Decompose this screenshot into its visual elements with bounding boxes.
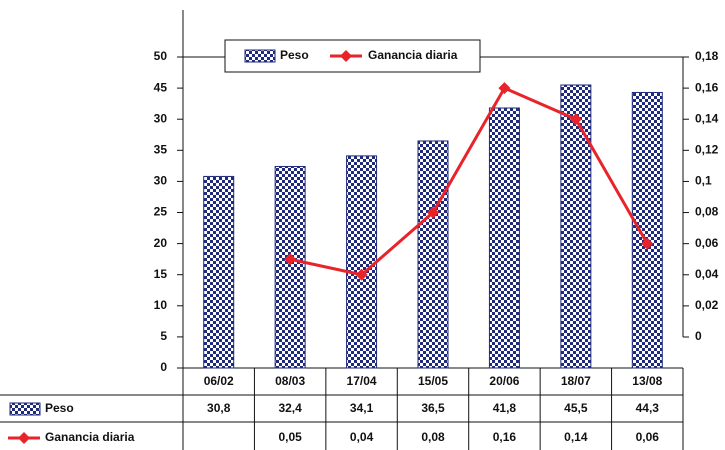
table-value: 41,8 <box>493 401 517 415</box>
legend-label: Peso <box>280 48 309 62</box>
marker <box>498 82 511 95</box>
legend: Peso Ganancia diaria Peso Ganancia diari… <box>8 39 481 444</box>
marker <box>569 113 582 126</box>
table-row-label: Ganancia diaria <box>45 430 135 444</box>
bar <box>274 165 306 369</box>
marker <box>641 237 654 250</box>
table-marker <box>18 432 30 444</box>
marker <box>284 253 297 266</box>
y-tick-label: 20 <box>154 236 168 250</box>
table-value: 32,4 <box>278 401 302 415</box>
y2-tick-label: 0,18 <box>695 49 719 63</box>
table-value: 0,06 <box>636 430 660 444</box>
x-tick-label: 18/07 <box>561 374 591 388</box>
table-value: 0,05 <box>278 430 302 444</box>
table-value: 0,08 <box>421 430 445 444</box>
y-tick-label: 50 <box>154 49 168 63</box>
y2-tick-label: 0,14 <box>695 111 719 125</box>
table-value: 30,8 <box>207 401 231 415</box>
bar <box>203 175 235 369</box>
x-tick-label: 08/03 <box>275 374 305 388</box>
y-tick-label: 5 <box>160 329 167 343</box>
table-value: 0,04 <box>350 430 374 444</box>
table-swatch <box>9 402 41 416</box>
legend-marker <box>340 50 352 62</box>
bar <box>560 84 592 369</box>
legend-swatch <box>244 49 276 63</box>
y2-tick-label: 0,12 <box>695 143 719 157</box>
y-tick-label: 0 <box>160 360 167 374</box>
y2-tick-label: 0,02 <box>695 298 719 312</box>
y-tick-label: 45 <box>154 80 168 94</box>
x-tick-label: 13/08 <box>632 374 662 388</box>
y-tick-label: 30 <box>154 174 168 188</box>
y2-tick-label: 0 <box>695 329 702 343</box>
table-value: 45,5 <box>564 401 588 415</box>
bar <box>488 107 520 369</box>
x-tick-label: 17/04 <box>347 374 377 388</box>
y-tick-label: 35 <box>154 142 168 156</box>
y-tick-label: 30 <box>154 111 168 125</box>
table-value: 44,3 <box>636 401 660 415</box>
line <box>289 86 649 277</box>
marker <box>427 206 439 219</box>
table-row-label: Peso <box>45 401 74 415</box>
table-value: 36,5 <box>421 401 445 415</box>
x-tick-label: 20/06 <box>489 374 519 388</box>
legend-label: Ganancia diaria <box>368 48 458 62</box>
table-value: 0,14 <box>564 430 588 444</box>
y2-tick-label: 0,06 <box>695 236 719 250</box>
table-value: 34,1 <box>350 401 374 415</box>
bar <box>346 155 378 369</box>
y2-tick-label: 0,16 <box>695 80 719 94</box>
y2-tick-label: 0,04 <box>695 267 719 281</box>
y-tick-label: 25 <box>154 205 168 219</box>
bar <box>417 140 449 369</box>
bar <box>631 91 663 369</box>
y-tick-label: 10 <box>154 298 168 312</box>
table-value: 0,16 <box>493 430 517 444</box>
y2-tick-label: 0,1 <box>695 174 712 188</box>
x-tick-label: 06/02 <box>204 374 234 388</box>
y2-tick-label: 0,08 <box>695 205 719 219</box>
marker <box>355 268 368 281</box>
plot <box>203 82 663 369</box>
y-tick-label: 15 <box>154 267 168 281</box>
x-tick-label: 15/05 <box>418 374 448 388</box>
